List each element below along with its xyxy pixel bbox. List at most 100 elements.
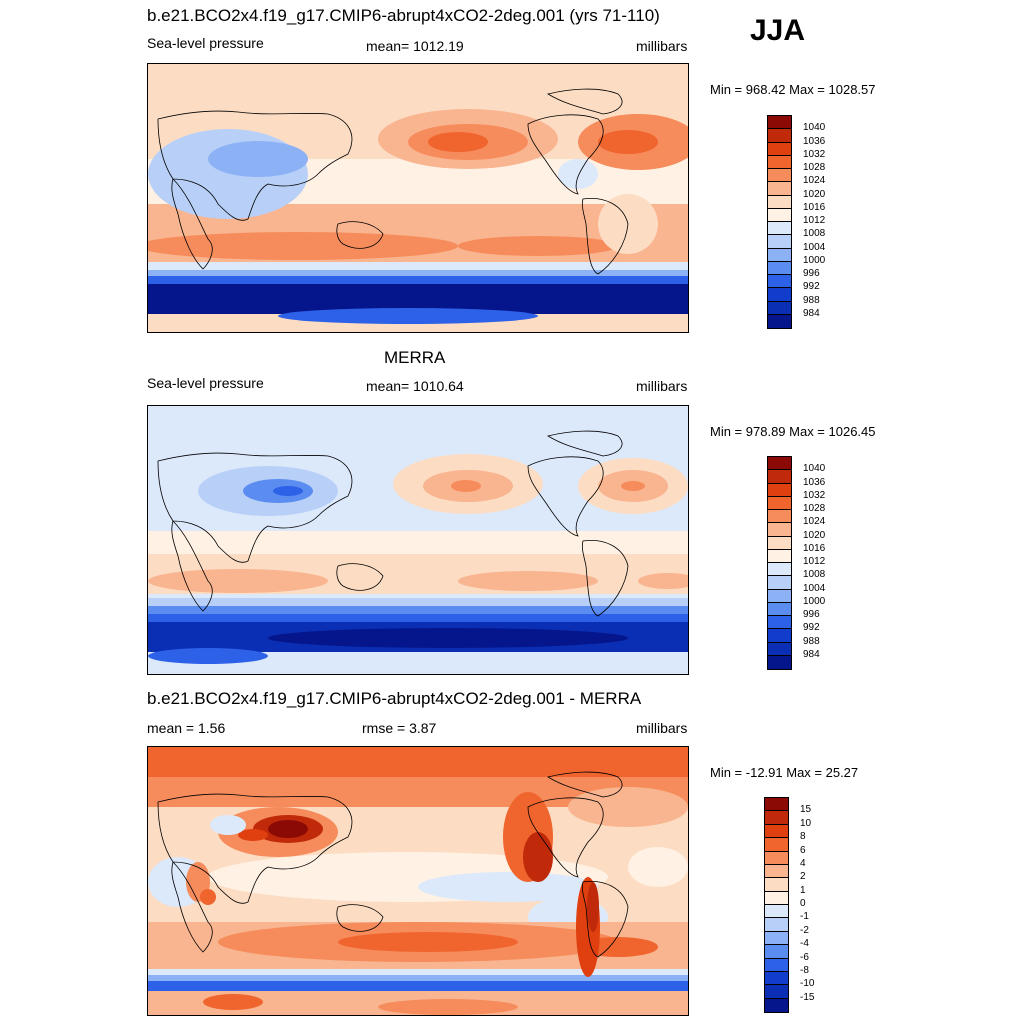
panel2-minmax: Min = 978.89 Max = 1026.45 [710, 424, 876, 439]
colorbar-swatch [765, 971, 788, 986]
colorbar-swatch [765, 891, 788, 905]
panel1-map [147, 63, 689, 333]
panel3-left-label: mean = 1.56 [147, 720, 226, 736]
colorbar-label: 1020 [803, 529, 826, 541]
panel2-map [147, 405, 689, 675]
panel2-center-label: mean= 1010.64 [366, 378, 464, 394]
colorbar-swatch [768, 536, 791, 550]
panel1-contour-field [148, 64, 688, 332]
colorbar-label: 6 [800, 844, 806, 856]
colorbar-swatch [765, 931, 788, 946]
panel2-colorbar [767, 456, 792, 670]
colorbar-label: 8 [800, 831, 806, 843]
colorbar-label: 988 [803, 635, 820, 647]
colorbar-swatch [768, 155, 791, 169]
colorbar-label: 1004 [803, 241, 826, 253]
colorbar-swatch [765, 811, 788, 825]
colorbar-label: -15 [800, 991, 815, 1003]
colorbar-swatch [768, 116, 791, 130]
panel1-title: b.e21.BCO2x4.f19_g17.CMIP6-abrupt4xCO2-2… [147, 6, 660, 25]
colorbar-label: 1036 [803, 135, 826, 147]
colorbar-label: -2 [800, 924, 809, 936]
colorbar-swatch [768, 314, 791, 328]
panel3-right-label: millibars [636, 720, 688, 736]
colorbar-label: -1 [800, 911, 809, 923]
colorbar-swatch [768, 589, 791, 603]
colorbar-label: 1016 [803, 201, 826, 213]
panel3-colorbar [764, 797, 789, 1013]
colorbar-swatch [768, 129, 791, 143]
colorbar-swatch [768, 142, 791, 156]
colorbar-swatch [768, 457, 791, 471]
colorbar-swatch [765, 918, 788, 932]
colorbar-swatch [765, 958, 788, 972]
colorbar-label: 1032 [803, 489, 826, 501]
colorbar-swatch [768, 288, 791, 302]
colorbar-label: 992 [803, 281, 820, 293]
colorbar-swatch [768, 235, 791, 249]
colorbar-label: 2 [800, 871, 806, 883]
colorbar-swatch [768, 182, 791, 196]
colorbar-swatch [768, 301, 791, 315]
colorbar-swatch [768, 616, 791, 630]
colorbar-label: 1 [800, 884, 806, 896]
colorbar-label: 992 [803, 622, 820, 634]
colorbar-swatch [768, 642, 791, 656]
colorbar-swatch [768, 510, 791, 524]
colorbar-label: 1012 [803, 215, 826, 226]
colorbar-swatch [768, 248, 791, 262]
colorbar-label: 1016 [803, 542, 826, 554]
colorbar-swatch [768, 563, 791, 577]
colorbar-swatch [768, 169, 791, 183]
colorbar-label: -10 [800, 978, 815, 990]
colorbar-swatch [768, 261, 791, 275]
colorbar-swatch [768, 195, 791, 209]
colorbar-label: 1000 [803, 595, 826, 607]
colorbar-swatch [765, 945, 788, 959]
colorbar-label: 984 [803, 307, 820, 319]
colorbar-swatch [765, 905, 788, 919]
colorbar-label: 10 [800, 817, 812, 829]
colorbar-swatch [765, 824, 788, 839]
colorbar-label: 1028 [803, 503, 826, 514]
colorbar-label: -8 [800, 964, 809, 976]
colorbar-label: 4 [800, 857, 806, 869]
colorbar-label: 996 [803, 268, 820, 279]
colorbar-label: 15 [800, 804, 812, 816]
colorbar-label: 988 [803, 294, 820, 306]
colorbar-swatch [768, 222, 791, 236]
panel2-contour-field [148, 406, 688, 674]
colorbar-label: 1004 [803, 582, 826, 594]
colorbar-label: 1024 [803, 516, 826, 528]
colorbar-label: -6 [800, 951, 809, 963]
colorbar-swatch [765, 798, 788, 812]
colorbar-swatch [765, 878, 788, 892]
panel1-right-label: millibars [636, 38, 688, 54]
colorbar-label: 1024 [803, 175, 826, 187]
colorbar-label: 984 [803, 648, 820, 660]
panel3-map [147, 746, 689, 1016]
colorbar-label: 996 [803, 609, 820, 620]
colorbar-swatch [765, 998, 788, 1012]
colorbar-label: 0 [800, 898, 806, 909]
panel3-contour-field [148, 747, 688, 1015]
colorbar-swatch [768, 275, 791, 289]
colorbar-swatch [768, 629, 791, 643]
panel1-minmax: Min = 968.42 Max = 1028.57 [710, 82, 876, 97]
colorbar-swatch [768, 576, 791, 590]
colorbar-swatch [765, 838, 788, 852]
colorbar-swatch [768, 602, 791, 616]
colorbar-label: 1020 [803, 188, 826, 200]
panel3-center-label: rmse = 3.87 [362, 720, 437, 736]
colorbar-label: 1000 [803, 254, 826, 266]
panel2-title: MERRA [384, 348, 446, 367]
colorbar-swatch [768, 655, 791, 669]
colorbar-swatch [765, 851, 788, 865]
panel1-left-label: Sea-level pressure [147, 35, 264, 51]
colorbar-label: 1036 [803, 476, 826, 488]
panel1-colorbar [767, 115, 792, 329]
colorbar-label: -4 [800, 938, 809, 950]
colorbar-swatch [768, 549, 791, 563]
colorbar-label: 1008 [803, 569, 826, 581]
colorbar-label: 1040 [803, 122, 826, 134]
